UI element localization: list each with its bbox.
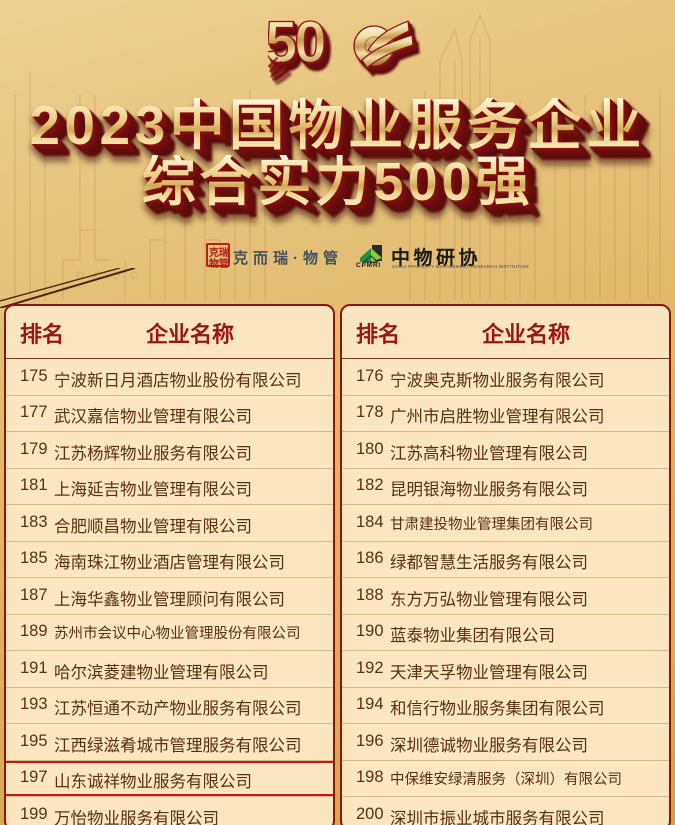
svg-text:克瑞: 克瑞 bbox=[209, 246, 229, 259]
svg-text:物管: 物管 bbox=[209, 257, 229, 269]
